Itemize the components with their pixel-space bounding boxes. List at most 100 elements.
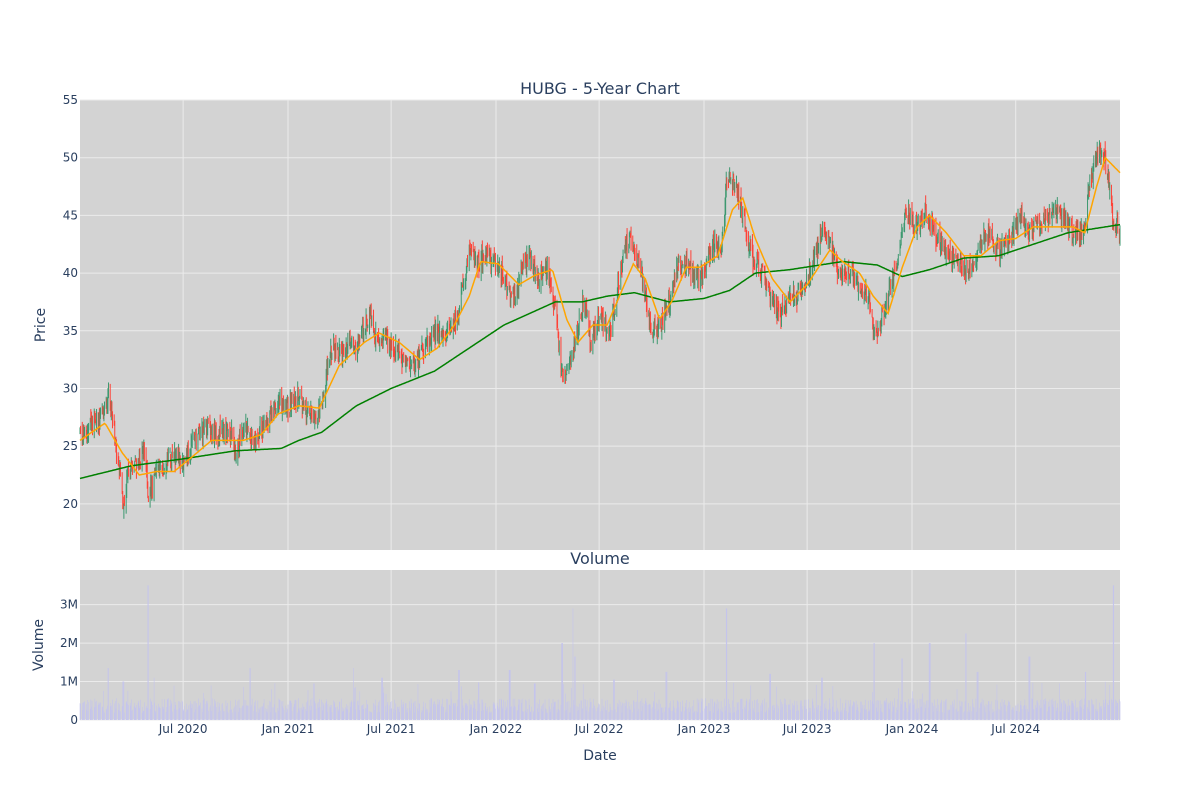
volume-bar (887, 702, 889, 720)
volume-bar (271, 707, 273, 720)
volume-bar (317, 702, 319, 720)
volume-bar (808, 712, 810, 720)
volume-bar (110, 703, 112, 720)
volume-bar (597, 707, 598, 720)
volume-bar (111, 709, 113, 720)
volume-bar (817, 705, 819, 720)
volume-bar (773, 705, 775, 720)
volume-bar (465, 705, 467, 720)
volume-bar (273, 707, 275, 720)
volume-bar (234, 711, 236, 720)
volume-bar (309, 699, 311, 720)
volume-bar (761, 704, 763, 720)
volume-bar (293, 703, 295, 720)
volume-bar (238, 711, 239, 720)
volume-bar (1081, 698, 1083, 720)
volume-bar (796, 701, 798, 720)
volume-bar (757, 702, 759, 720)
volume-bar (881, 704, 883, 720)
volume-bar (1092, 704, 1093, 720)
volume-bar (1053, 701, 1055, 720)
volume-bar (325, 699, 327, 720)
volume-bar (1055, 700, 1056, 720)
volume-bar (145, 707, 147, 720)
volume-bar (686, 700, 687, 720)
volume-bar (505, 706, 507, 720)
volume-bar (530, 711, 532, 720)
volume-bar (582, 684, 584, 720)
volume-bar (303, 706, 304, 720)
volume-bar (486, 709, 488, 720)
volume-bar (915, 709, 917, 720)
volume-bar (445, 712, 446, 720)
volume-bar (187, 705, 189, 720)
volume-bar (442, 706, 444, 720)
volume-bar (880, 711, 882, 720)
volume-bar (980, 703, 982, 720)
volume-bar (366, 699, 367, 720)
volume-bar (520, 699, 522, 720)
volume-bar (634, 708, 635, 720)
volume-bar (589, 698, 591, 720)
volume-grid (80, 570, 1120, 721)
volume-bar (923, 702, 925, 720)
volume-bar (613, 679, 615, 720)
volume-bar (792, 703, 793, 720)
volume-bar (1031, 698, 1032, 720)
volume-bar (250, 668, 251, 720)
volume-bar (689, 712, 691, 720)
volume-bar (357, 700, 359, 720)
x-tick-label: Jul 2024 (990, 722, 1040, 736)
volume-bar (105, 708, 107, 720)
volume-bar (625, 699, 627, 720)
volume-bar (482, 702, 484, 720)
volume-bar (121, 706, 123, 720)
volume-bar (385, 705, 386, 720)
volume-bar (1048, 707, 1050, 720)
x-axis-title: Date (583, 748, 616, 764)
volume-bar (265, 708, 267, 720)
volume-bar (1003, 702, 1005, 720)
volume-bar (515, 706, 516, 720)
volume-bar (1052, 698, 1054, 720)
volume-bar (864, 708, 866, 720)
volume-bar (614, 679, 615, 720)
volume-bar (266, 711, 267, 720)
volume-bar (943, 701, 945, 720)
volume-bar (553, 706, 554, 720)
volume-bar (805, 708, 806, 720)
volume-bar (1079, 700, 1080, 720)
volume-bar (437, 699, 439, 720)
volume-bar (462, 705, 464, 720)
volume-bar (733, 682, 734, 720)
volume-bar (321, 699, 322, 720)
volume-bar (126, 701, 128, 720)
volume-bar (626, 701, 627, 720)
volume-bar (371, 712, 373, 720)
volume-bar (85, 704, 87, 720)
volume-bar (178, 701, 179, 720)
volume-bar (901, 658, 903, 720)
volume-bar (1065, 703, 1066, 720)
volume-bar (829, 698, 830, 720)
volume-bar (1017, 703, 1019, 720)
volume-bar (1064, 700, 1066, 720)
volume-bar (835, 700, 837, 720)
volume-bar (150, 698, 151, 720)
volume-bar (704, 708, 705, 720)
volume-bar (498, 709, 499, 720)
volume-bar (912, 691, 913, 720)
volume-bar (1063, 700, 1064, 720)
volume-bar (470, 704, 471, 720)
volume-bar (1043, 704, 1045, 720)
volume-bar (562, 643, 563, 720)
volume-bar (633, 700, 634, 720)
volume-bar (259, 709, 260, 720)
volume-bar (1001, 706, 1002, 720)
volume-bar (660, 707, 662, 720)
volume-bar (953, 699, 955, 720)
volume-bar (219, 703, 220, 720)
volume-bar (409, 701, 410, 720)
volume-bar (610, 709, 612, 720)
